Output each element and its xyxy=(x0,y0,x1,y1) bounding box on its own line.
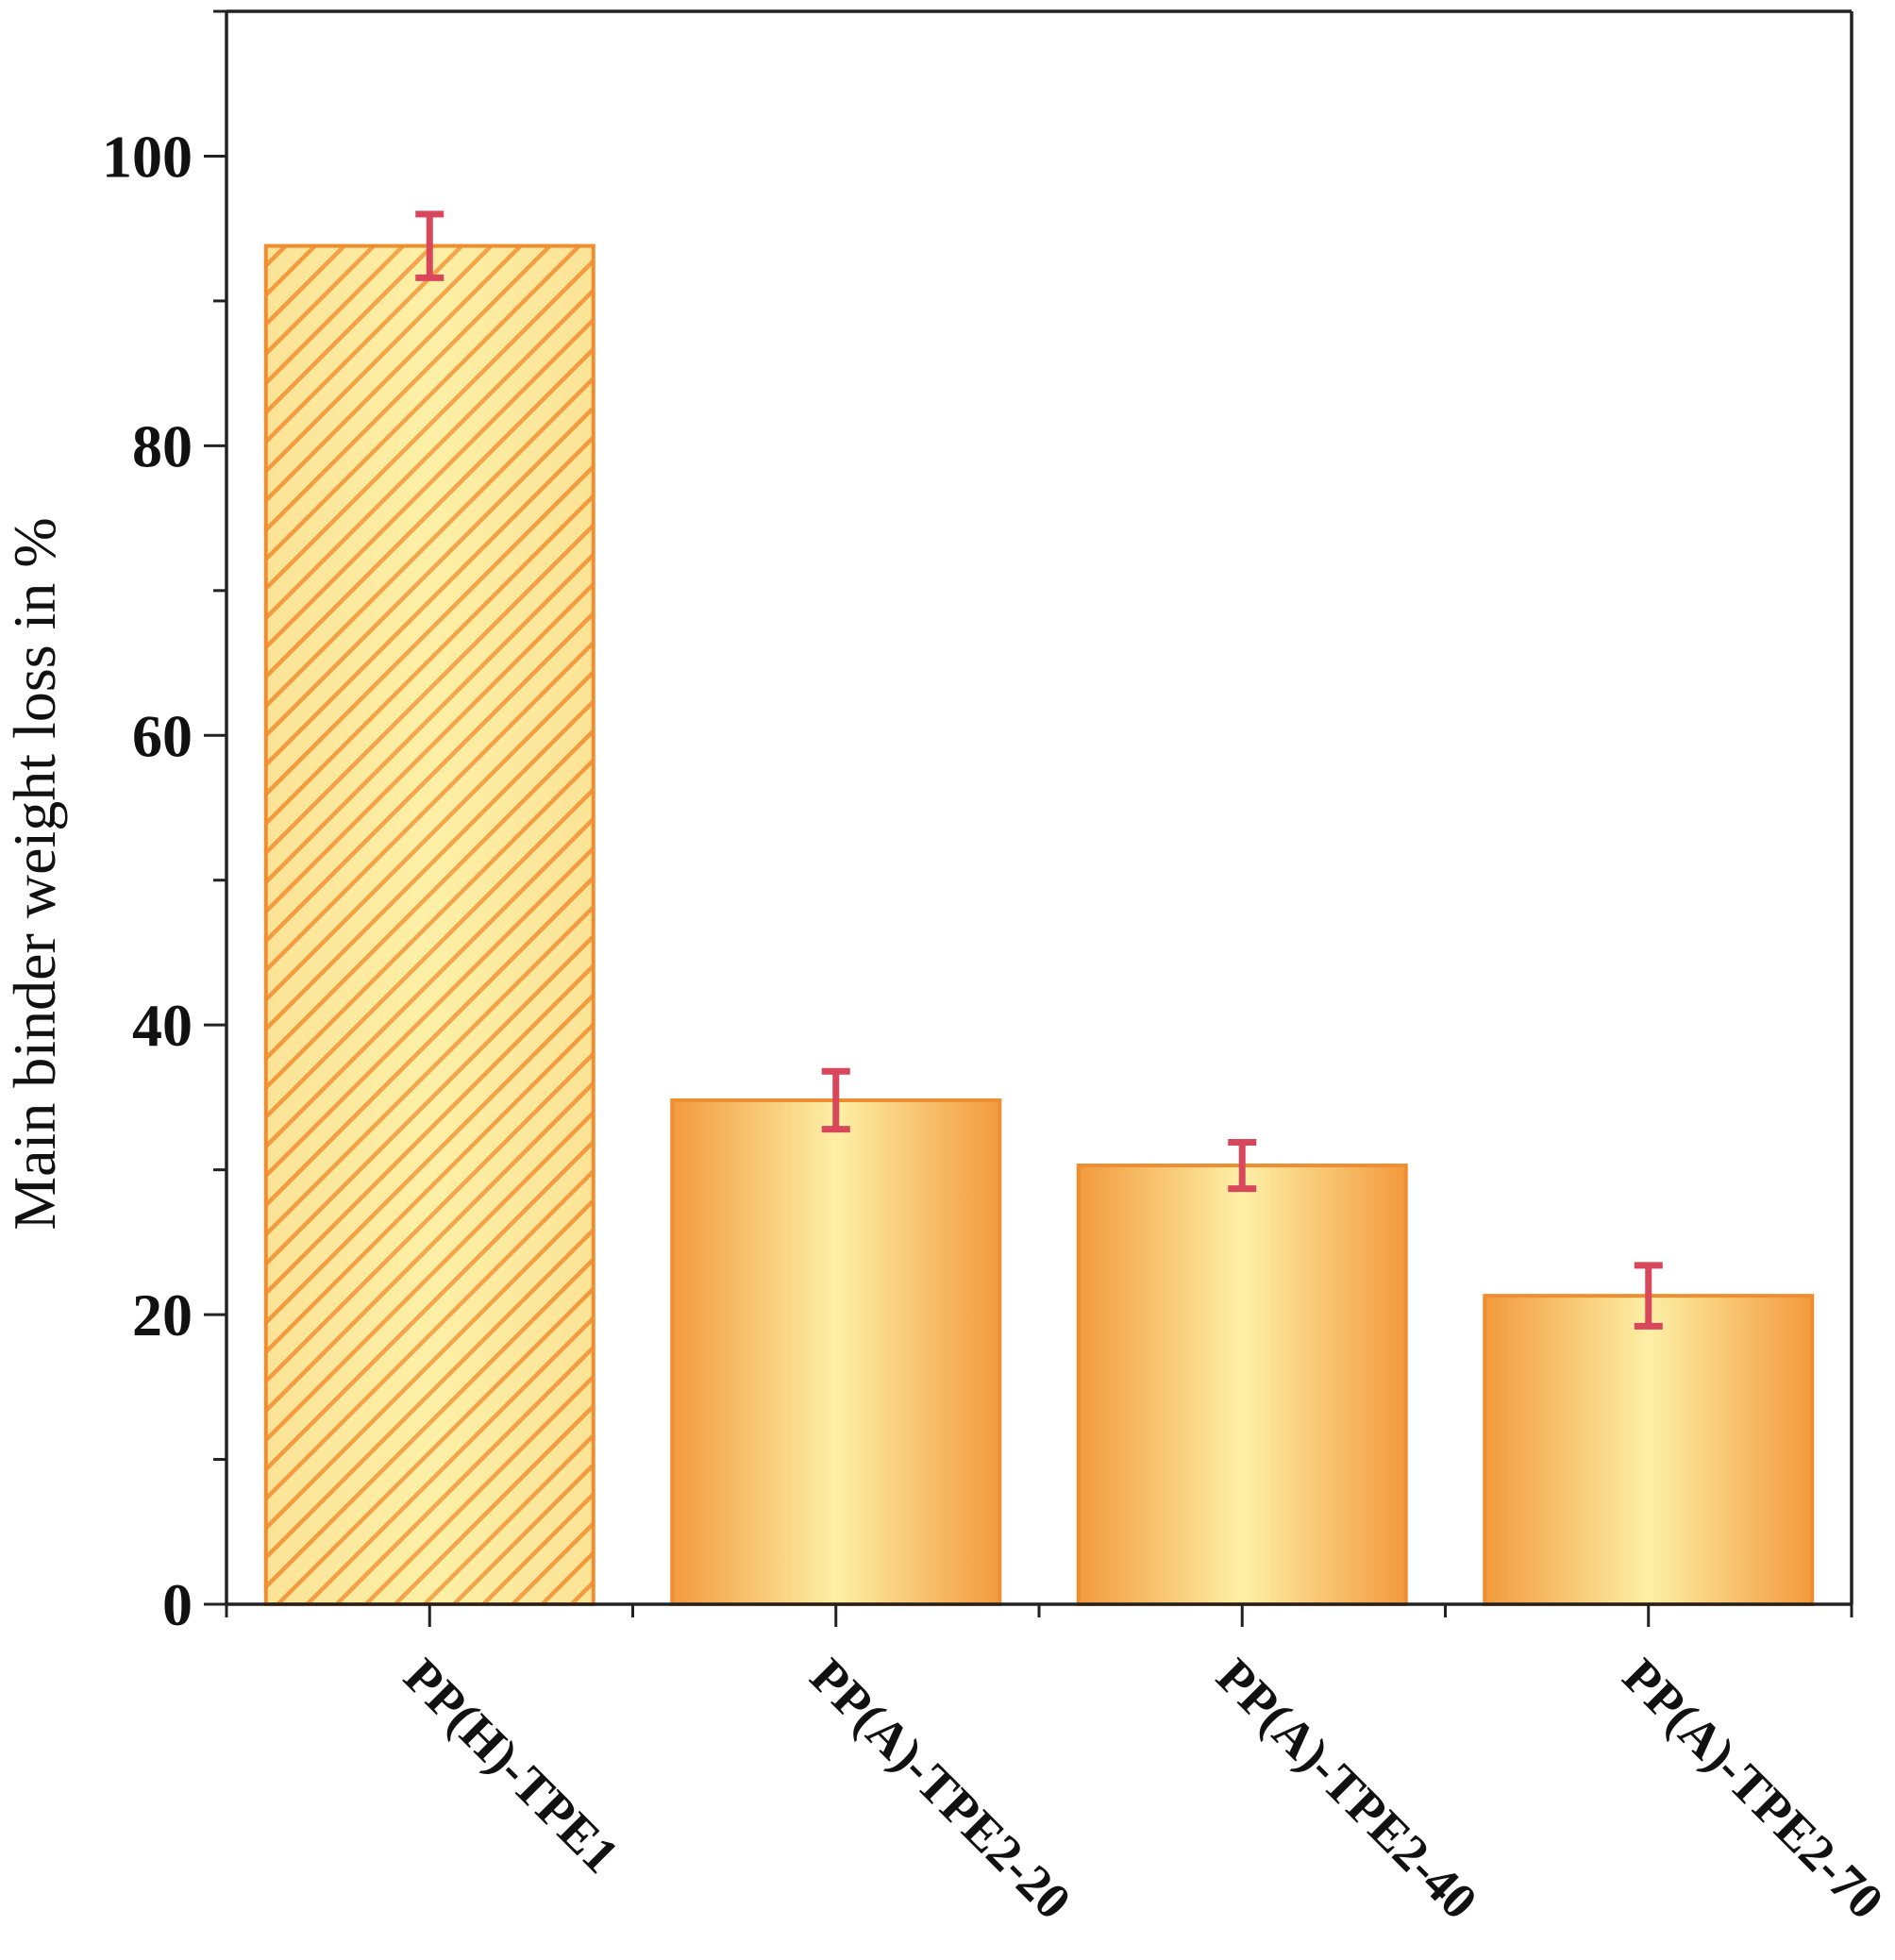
error-bars-layer xyxy=(415,210,1663,1330)
bar-2-fill xyxy=(672,1099,1000,1604)
x-tick-label-2: PP(A)-TPE2-20 xyxy=(799,1648,1082,1930)
y-tick-label-20: 20 xyxy=(132,1282,193,1349)
axes-layer xyxy=(204,9,1853,1627)
y-tick-label-80: 80 xyxy=(132,412,193,479)
bars-layer xyxy=(263,243,1815,1607)
x-tick-label-4: PP(A)-TPE2-70 xyxy=(1612,1648,1894,1930)
y-tick-label-40: 40 xyxy=(132,992,193,1059)
bar-1-hatch xyxy=(265,245,594,1604)
bar-4-fill xyxy=(1484,1296,1813,1604)
bar-3-fill xyxy=(1078,1165,1406,1604)
y-tick-label-100: 100 xyxy=(102,123,193,190)
y-axis-title: Main binder weight loss in % xyxy=(1,517,68,1230)
y-tick-label-60: 60 xyxy=(132,702,193,769)
x-tick-label-3: PP(A)-TPE2-40 xyxy=(1206,1648,1488,1930)
y-tick-label-0: 0 xyxy=(162,1571,193,1638)
x-tick-label-1: PP(H)-TPE1 xyxy=(394,1648,629,1884)
